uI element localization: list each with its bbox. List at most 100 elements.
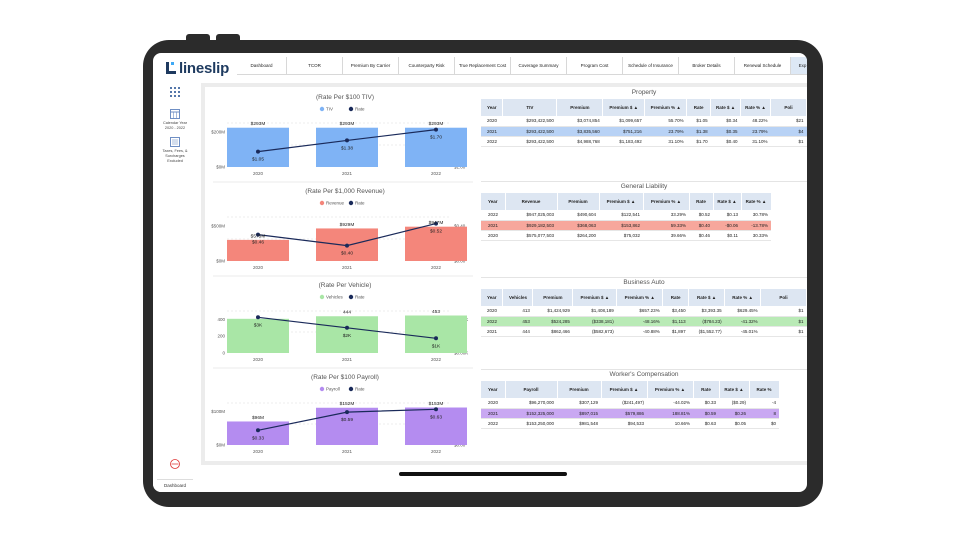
table-header-cell[interactable]: Rate $ ▲ — [688, 289, 726, 306]
table-cell: $0 — [749, 418, 779, 429]
tab-exp[interactable]: Exp — [791, 57, 807, 75]
table-cell: $3,450 — [662, 306, 689, 317]
table-separator — [481, 181, 807, 182]
table-cell: $0.46 — [689, 230, 713, 241]
table-row[interactable]: 2022 453 $524,285 ($338,181) -48.16% $1,113 ($… — [481, 316, 807, 327]
home-indicator — [399, 472, 567, 476]
tab-counterparty-risk[interactable]: Counterparty Risk — [399, 57, 455, 75]
table-header-cell[interactable]: Poli — [760, 289, 807, 306]
table-cell: $293,422,500 — [502, 136, 557, 147]
legend-swatch-rate — [348, 386, 354, 392]
table-cell: 8 — [749, 408, 779, 419]
tab-program-cost[interactable]: Program Cost — [567, 57, 623, 75]
table-title: Business Auto — [623, 279, 665, 286]
table-header-cell[interactable]: Rate % ▲ — [740, 99, 772, 116]
table-row[interactable]: 2020 $575,077,503 $264,200 $75,032 39.66% $0.… — [481, 230, 771, 241]
table-header-cell[interactable]: Rate % ▲ — [741, 193, 772, 210]
table-header-cell[interactable]: Revenue — [505, 193, 558, 210]
table-header-cell[interactable]: Rate — [693, 381, 720, 398]
table-header-cell[interactable]: Vehicles — [502, 289, 534, 306]
table-row[interactable]: 2020 413 $1,424,929 $1,408,189 $657.23% $3,45… — [481, 306, 807, 317]
left-axis-tick: 0 — [222, 351, 225, 356]
table-row[interactable]: 2021 $293,422,500 $3,835,560 $751,216 23.79%… — [481, 126, 807, 137]
taxes-filter-icon[interactable] — [153, 137, 197, 149]
legend-swatch-rate — [348, 294, 354, 300]
calendar-filter-icon[interactable] — [153, 109, 197, 121]
table-header-cell[interactable]: Premium % ▲ — [647, 381, 694, 398]
tab-coverage-summary[interactable]: Coverage Summary — [511, 57, 567, 75]
table-title: Worker's Compensation — [609, 371, 679, 378]
table-cell: 2022 — [481, 418, 505, 429]
tablet-button-right — [216, 34, 240, 44]
table-row[interactable]: 2020 $96,270,000 $307,129 ($241,497) -44.02%… — [481, 398, 779, 409]
bar-data-label: $929M — [340, 222, 355, 228]
table-cell: $0.59 — [693, 408, 719, 419]
data-table-worker-s-compensation: Year Payroll Premium Premium $ ▲ Premium % ▲… — [481, 381, 780, 429]
table-cell: $862,466 — [532, 326, 573, 337]
apps-grid-icon[interactable] — [153, 87, 197, 99]
table-header-cell[interactable]: Poli — [770, 99, 807, 116]
table-cell: -45.01% — [724, 326, 761, 337]
tab-schedule-of-insurance[interactable]: Schedule of Insurance — [623, 57, 679, 75]
table-header-cell[interactable]: Rate $ ▲ — [713, 193, 742, 210]
table-header-cell[interactable]: Premium $ ▲ — [602, 99, 646, 116]
table-row[interactable]: 2022 $947,025,003 $490,604 $122,541 33.29% $0… — [481, 210, 771, 221]
table-cell: $368,063 — [557, 220, 599, 231]
table-header-cell[interactable]: Year — [481, 193, 506, 210]
table-header-cell[interactable]: Rate % ▲ — [724, 289, 762, 306]
table-header-cell[interactable]: Premium $ ▲ — [599, 193, 644, 210]
left-axis-tick: $0M — [216, 165, 225, 170]
table-header-cell[interactable]: Premium — [557, 381, 602, 398]
table-row[interactable]: 2021 $929,182,503 $368,063 $153,862 59.33% $0… — [481, 220, 771, 231]
tab-broker-details[interactable]: Broker Details — [679, 57, 735, 75]
table-header-cell[interactable]: TIV — [502, 99, 558, 116]
tab-renewal-schedule[interactable]: Renewal Schedule — [735, 57, 791, 75]
table-header-cell[interactable]: Premium % ▲ — [644, 99, 688, 116]
table-cell: $94,533 — [601, 418, 647, 429]
table-header-cell[interactable]: Premium % ▲ — [616, 289, 664, 306]
tab-premium-by-carrier[interactable]: Premium By Carrier — [343, 57, 399, 75]
table-header-cell[interactable]: Rate — [662, 289, 690, 306]
table-header-cell[interactable]: Rate $ ▲ — [710, 99, 742, 116]
table-cell: ($1,552.77) — [688, 326, 725, 337]
table-header-cell[interactable]: Premium — [556, 99, 604, 116]
rate-data-label: $0.33 — [252, 435, 264, 441]
table-cell: $981,548 — [557, 418, 601, 429]
table-cell: $1 — [760, 316, 807, 327]
table-header-cell[interactable]: Year — [481, 381, 506, 398]
table-header-cell[interactable]: Premium $ ▲ — [572, 289, 618, 306]
table-cell: $929,182,503 — [505, 220, 557, 231]
table-header-cell[interactable]: Payroll — [505, 381, 558, 398]
rate-data-label: $2K — [343, 333, 352, 339]
table-row[interactable]: 2021 444 $862,466 ($582,673) -40.88% $1,897 ($… — [481, 326, 807, 337]
table-header-cell[interactable]: Year — [481, 99, 504, 116]
tab-tcor[interactable]: TCOR — [287, 57, 343, 75]
table-header-cell[interactable]: Premium — [557, 193, 600, 210]
table-cell: -44.02% — [647, 398, 693, 409]
table-cell: $3,835,560 — [556, 126, 603, 137]
page-tab-dashboard[interactable]: Dashboard — [157, 479, 193, 490]
chart-title: (Rate Per $100 TIV) — [316, 94, 374, 101]
tab-true-replacement-cost[interactable]: True Replacement Cost — [455, 57, 511, 75]
table-header-cell[interactable]: Rate % — [749, 381, 780, 398]
table-header-cell[interactable]: Premium $ ▲ — [601, 381, 648, 398]
table-cell: $1,424,929 — [532, 306, 573, 317]
table-cell: $1,897 — [662, 326, 689, 337]
table-row[interactable]: 2021 $152,325,000 $897,015 $579,886 188.81% $… — [481, 408, 779, 419]
table-header-cell[interactable]: Rate — [686, 99, 712, 116]
table-cell: 2022 — [481, 316, 503, 327]
table-cell: $75,032 — [599, 230, 643, 241]
table-row[interactable]: 2020 $293,422,500 $3,074,854 $1,099,657 55.7… — [481, 116, 807, 127]
legend-swatch-rate — [348, 106, 354, 112]
table-row[interactable]: 2022 $153,250,000 $981,548 $94,533 10.66% $0.… — [481, 418, 779, 429]
app-logo[interactable]: lineslip — [166, 60, 229, 77]
chart-bar — [227, 421, 289, 445]
tab-dashboard[interactable]: Dashboard — [237, 57, 287, 75]
table-header-cell[interactable]: Premium — [532, 289, 574, 306]
table-header-cell[interactable]: Rate $ ▲ — [719, 381, 750, 398]
table-header-cell[interactable]: Year — [481, 289, 504, 306]
table-cell: $0.52 — [689, 210, 713, 221]
table-header-cell[interactable]: Premium % ▲ — [643, 193, 690, 210]
table-row[interactable]: 2022 $293,422,500 $4,988,768 $1,183,492 31.1… — [481, 136, 807, 147]
table-header-cell[interactable]: Rate — [689, 193, 714, 210]
